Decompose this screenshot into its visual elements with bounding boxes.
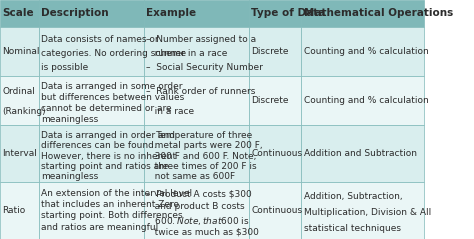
Text: meaningless: meaningless <box>42 115 99 124</box>
FancyBboxPatch shape <box>39 0 144 27</box>
Text: 300 F and 600 F. Note,: 300 F and 600 F. Note, <box>146 152 257 161</box>
FancyBboxPatch shape <box>301 76 424 125</box>
Text: Description: Description <box>42 8 109 18</box>
FancyBboxPatch shape <box>144 76 249 125</box>
Text: Discrete: Discrete <box>251 47 289 56</box>
Text: Data is arranged in some order: Data is arranged in some order <box>42 82 183 91</box>
FancyBboxPatch shape <box>0 27 39 76</box>
Text: –  Product A costs $300: – Product A costs $300 <box>146 189 252 198</box>
Text: Interval: Interval <box>2 149 37 158</box>
FancyBboxPatch shape <box>39 125 144 182</box>
FancyBboxPatch shape <box>144 125 249 182</box>
Text: Data consists of names or: Data consists of names or <box>42 35 159 44</box>
FancyBboxPatch shape <box>249 0 301 27</box>
Text: –  Number assigned to a: – Number assigned to a <box>146 35 256 44</box>
FancyBboxPatch shape <box>0 0 39 27</box>
Text: Counting and % calculation: Counting and % calculation <box>303 47 428 56</box>
FancyBboxPatch shape <box>249 27 301 76</box>
Text: However, there is no inherent: However, there is no inherent <box>42 152 177 161</box>
Text: meaningless: meaningless <box>42 172 99 181</box>
Text: starting point and ratios are: starting point and ratios are <box>42 162 169 171</box>
Text: –  Rank order of runners: – Rank order of runners <box>146 87 255 96</box>
FancyBboxPatch shape <box>0 182 39 239</box>
Text: Data is arranged in order and: Data is arranged in order and <box>42 131 175 140</box>
Text: An extension of the interval level: An extension of the interval level <box>42 189 192 198</box>
Text: is possible: is possible <box>42 63 89 72</box>
Text: Example: Example <box>146 8 196 18</box>
Text: metal parts were 200 F,: metal parts were 200 F, <box>146 141 263 150</box>
Text: –  Social Security Number: – Social Security Number <box>146 63 263 72</box>
FancyBboxPatch shape <box>249 125 301 182</box>
FancyBboxPatch shape <box>301 125 424 182</box>
Text: twice as much as $300: twice as much as $300 <box>146 227 259 236</box>
Text: Addition, Subtraction,: Addition, Subtraction, <box>303 191 402 201</box>
Text: that includes an inherent: that includes an inherent <box>42 200 159 209</box>
Text: $600. Note, that $600 is: $600. Note, that $600 is <box>146 215 250 227</box>
FancyBboxPatch shape <box>249 76 301 125</box>
FancyBboxPatch shape <box>301 0 424 27</box>
Text: Continuous: Continuous <box>251 149 302 158</box>
Text: starting point. Both differences: starting point. Both differences <box>42 212 183 220</box>
Text: Ordinal: Ordinal <box>2 87 35 96</box>
FancyBboxPatch shape <box>39 182 144 239</box>
Text: Scale: Scale <box>2 8 34 18</box>
Text: cannot be determined or are: cannot be determined or are <box>42 104 172 113</box>
Text: Continuous: Continuous <box>251 206 302 215</box>
Text: in a race: in a race <box>146 107 194 116</box>
Text: not same as 600F: not same as 600F <box>146 172 236 181</box>
Text: and product B costs: and product B costs <box>146 202 245 211</box>
FancyBboxPatch shape <box>301 182 424 239</box>
Text: runner in a race: runner in a race <box>146 49 228 58</box>
Text: and ratios are meaningful: and ratios are meaningful <box>42 223 159 232</box>
FancyBboxPatch shape <box>39 76 144 125</box>
Text: statistical techniques: statistical techniques <box>303 224 401 233</box>
Text: Nominal: Nominal <box>2 47 40 56</box>
Text: Ratio: Ratio <box>2 206 26 215</box>
Text: but differences between values: but differences between values <box>42 93 185 102</box>
Text: Counting and % calculation: Counting and % calculation <box>303 96 428 105</box>
FancyBboxPatch shape <box>0 125 39 182</box>
FancyBboxPatch shape <box>301 27 424 76</box>
Text: categories. No ordering scheme: categories. No ordering scheme <box>42 49 187 58</box>
FancyBboxPatch shape <box>39 27 144 76</box>
Text: that includes an inherent Zero: that includes an inherent Zero <box>42 200 180 209</box>
FancyBboxPatch shape <box>249 182 301 239</box>
Text: Addition and Subtraction: Addition and Subtraction <box>303 149 417 158</box>
Text: Multiplication, Division & All: Multiplication, Division & All <box>303 208 431 217</box>
Text: (Ranking): (Ranking) <box>2 107 46 116</box>
Text: Mathematical Operations: Mathematical Operations <box>303 8 453 18</box>
Text: –  Temperature of three: – Temperature of three <box>146 131 253 140</box>
FancyBboxPatch shape <box>0 76 39 125</box>
Text: three times of 200 F is: three times of 200 F is <box>146 162 257 171</box>
Text: Type of Data: Type of Data <box>251 8 326 18</box>
FancyBboxPatch shape <box>144 0 249 27</box>
FancyBboxPatch shape <box>144 182 249 239</box>
Text: Discrete: Discrete <box>251 96 289 105</box>
Text: differences can be found.: differences can be found. <box>42 141 157 150</box>
FancyBboxPatch shape <box>144 27 249 76</box>
